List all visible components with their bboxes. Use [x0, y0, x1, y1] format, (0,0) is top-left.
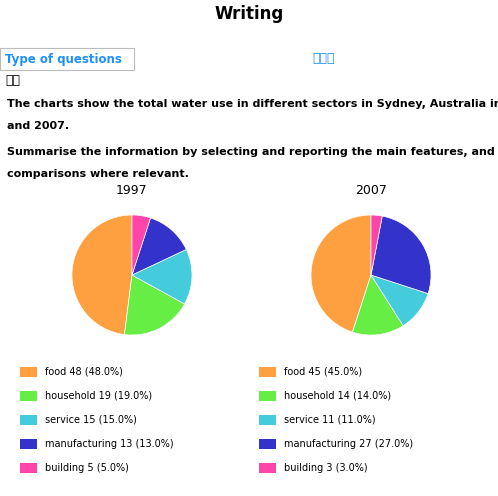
- Bar: [20, 439, 37, 449]
- Title: 2007: 2007: [355, 184, 387, 197]
- Text: food 45 (45.0%): food 45 (45.0%): [284, 367, 362, 377]
- Wedge shape: [371, 275, 428, 326]
- Text: comparisons where relevant.: comparisons where relevant.: [7, 169, 189, 179]
- Bar: [20, 391, 37, 401]
- Wedge shape: [132, 249, 192, 304]
- Text: service 11 (11.0%): service 11 (11.0%): [284, 415, 375, 425]
- Wedge shape: [124, 275, 185, 335]
- Wedge shape: [132, 215, 150, 275]
- Text: food 48 (48.0%): food 48 (48.0%): [45, 367, 123, 377]
- Bar: [20, 463, 37, 473]
- Text: 双饼图: 双饼图: [312, 53, 335, 65]
- Bar: [259, 415, 276, 425]
- Text: household 14 (14.0%): household 14 (14.0%): [284, 391, 391, 401]
- Text: building 5 (5.0%): building 5 (5.0%): [45, 463, 128, 473]
- Wedge shape: [72, 215, 132, 335]
- Text: household 19 (19.0%): household 19 (19.0%): [45, 391, 152, 401]
- Text: Summarise the information by selecting and reporting the main features, and make: Summarise the information by selecting a…: [7, 147, 498, 157]
- Wedge shape: [353, 275, 403, 335]
- Bar: [0, 48, 134, 70]
- Text: Writing: Writing: [214, 5, 284, 23]
- Text: and 2007.: and 2007.: [7, 121, 70, 131]
- Bar: [259, 463, 276, 473]
- Wedge shape: [371, 216, 431, 294]
- Bar: [259, 439, 276, 449]
- Bar: [20, 367, 37, 377]
- Text: manufacturing 27 (27.0%): manufacturing 27 (27.0%): [284, 439, 413, 449]
- Text: 题目: 题目: [5, 73, 20, 86]
- Wedge shape: [132, 218, 186, 275]
- Bar: [259, 367, 276, 377]
- Wedge shape: [311, 215, 371, 332]
- Bar: [20, 415, 37, 425]
- Title: 1997: 1997: [116, 184, 148, 197]
- Text: Type of questions: Type of questions: [5, 53, 122, 65]
- Text: manufacturing 13 (13.0%): manufacturing 13 (13.0%): [45, 439, 173, 449]
- Bar: [259, 391, 276, 401]
- Text: The charts show the total water use in different sectors in Sydney, Australia in: The charts show the total water use in d…: [7, 99, 498, 109]
- Text: Task 1: Task 1: [230, 32, 268, 45]
- Text: service 15 (15.0%): service 15 (15.0%): [45, 415, 136, 425]
- Wedge shape: [371, 215, 382, 275]
- Text: building 3 (3.0%): building 3 (3.0%): [284, 463, 368, 473]
